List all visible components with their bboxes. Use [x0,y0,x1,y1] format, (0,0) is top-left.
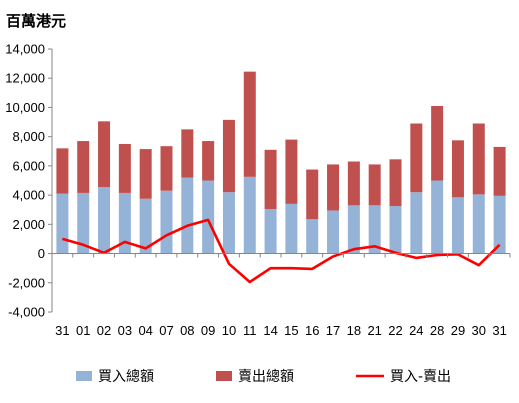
chart-title: 百萬港元 [6,12,66,30]
x-tick-label: 28 [430,323,444,338]
bar-buy [493,195,506,254]
x-tick-label: 31 [55,323,69,338]
x-tick-label: 09 [201,323,215,338]
y-tick-label: 0 [38,246,45,261]
legend-swatch [216,371,232,381]
bar-buy [98,187,111,254]
bar-buy [327,210,340,254]
bar-buy [222,192,235,254]
bar-sell [368,164,381,206]
bar-sell [306,169,319,220]
x-tick-label: 07 [159,323,173,338]
x-tick-label: 21 [367,323,381,338]
bar-sell [222,119,235,193]
legend: 買入總額 賣出總額 買入-賣出 [76,368,451,385]
bar-sell [410,123,423,193]
bar-sell [181,129,194,178]
bars [56,71,506,254]
bar-sell [264,149,277,209]
bar-sell [98,121,111,188]
bar-sell [202,141,215,181]
bar-sell [285,139,298,204]
x-tick-label: 15 [284,323,298,338]
legend-swatch [76,371,92,381]
bar-sell [493,146,506,196]
y-tick-label: 2,000 [12,217,45,232]
y-axis: -4,000 -2,000 0 2,000 4,000 6,000 8,000 10,000 1… [5,42,53,320]
y-tick-label: 14,000 [5,42,45,57]
x-tick-label: 17 [326,323,340,338]
bar-buy [431,180,444,254]
bar-sell [431,105,444,181]
bar-buy [472,194,485,254]
bar-sell [139,149,152,199]
bar-sell [243,71,256,177]
legend-label: 買入總額 [98,368,154,385]
x-tick-label: 02 [97,323,111,338]
bar-buy [264,208,277,254]
bar-buy [139,198,152,254]
bar-buy [243,176,256,254]
bar-sell [160,146,173,191]
bar-buy [285,203,298,254]
x-axis: 31 01 02 03 04 07 08 09 10 11 14 15 16 17 18 21 22 24 28 29… [51,253,511,338]
legend-label: 買入-賣出 [390,369,451,385]
y-tick-label: 8,000 [12,129,45,144]
bar-sell [118,143,131,193]
y-tick-label: 6,000 [12,158,45,173]
bar-buy [202,180,215,254]
x-tick-label: 16 [305,323,319,338]
x-tick-label: 01 [76,323,90,338]
bar-sell [327,164,340,211]
bar-buy [368,205,381,254]
bar-buy [451,197,464,254]
y-tick-label: -4,000 [8,305,45,320]
bar-sell [77,141,90,193]
bar-buy [118,192,131,254]
y-tick-label: 12,000 [5,71,45,86]
x-tick-label: 14 [263,323,277,338]
bar-sell [347,161,360,206]
x-tick-label: 10 [222,323,236,338]
x-tick-label: 18 [347,323,361,338]
x-tick-label: 31 [492,323,506,338]
bar-sell [56,148,69,194]
y-tick-label: 10,000 [5,100,45,115]
x-tick-label: 24 [409,323,423,338]
bar-buy [181,177,194,254]
bar-buy [306,219,319,254]
bar-sell [472,123,485,195]
y-tick-label: -2,000 [8,275,45,290]
x-tick-label: 11 [243,323,257,338]
bar-buy [77,192,90,254]
legend-label: 賣出總額 [238,368,294,385]
x-tick-label: 08 [180,323,194,338]
y-tick-label: 4,000 [12,188,45,203]
x-tick-label: 04 [138,323,152,338]
x-tick-label: 30 [472,323,486,338]
x-tick-label: 29 [451,323,465,338]
bar-buy [160,190,173,254]
bar-buy [56,193,69,254]
bar-buy [389,206,402,254]
bar-sell [389,159,402,207]
x-tick-label: 22 [388,323,402,338]
bar-buy [410,192,423,254]
x-tick-label: 03 [118,323,132,338]
bar-buy [347,205,360,254]
bar-sell [451,140,464,198]
